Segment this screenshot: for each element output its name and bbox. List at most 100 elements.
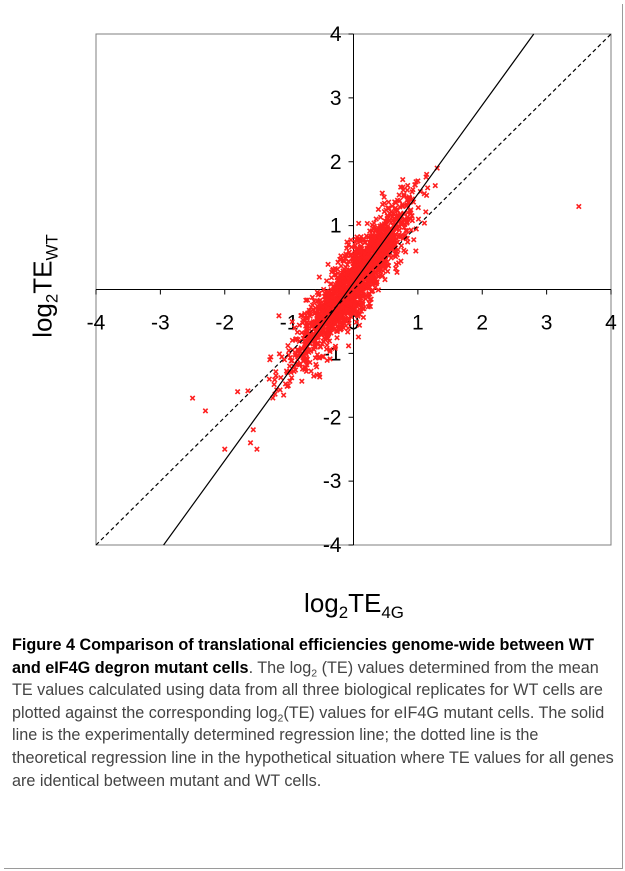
data-point: [330, 289, 337, 296]
y-tick-label: -2: [323, 406, 342, 429]
data-point: [377, 261, 384, 267]
data-point: [412, 182, 418, 188]
data-point: [369, 228, 376, 234]
figure-caption: Figure 4 Comparison of translational eff…: [12, 634, 614, 792]
data-point: [325, 326, 331, 333]
data-point: [362, 254, 369, 261]
data-point: [384, 213, 391, 219]
data-point: [332, 320, 338, 326]
data-point: [350, 262, 357, 269]
data-point: [312, 344, 319, 350]
data-point: [296, 322, 303, 328]
data-point: [363, 267, 370, 274]
data-point: [281, 356, 288, 363]
data-point: [379, 232, 386, 238]
data-point: [287, 378, 293, 384]
data-point: [424, 185, 431, 191]
data-point: [317, 343, 323, 350]
data-point: [327, 348, 333, 355]
data-point: [405, 209, 411, 216]
data-point: [311, 298, 317, 304]
data-point: [254, 446, 260, 452]
data-point: [394, 269, 400, 276]
data-point: [347, 307, 354, 313]
data-point: [355, 220, 362, 227]
data-point: [308, 368, 314, 374]
data-point: [358, 263, 365, 270]
data-point: [408, 227, 414, 233]
data-point: [333, 328, 340, 334]
data-point: [306, 307, 313, 314]
data-point: [314, 303, 321, 309]
data-point: [189, 395, 196, 401]
data-point: [323, 297, 329, 303]
data-point: [380, 226, 387, 232]
data-point: [327, 356, 333, 362]
data-point: [344, 239, 350, 245]
data-point: [303, 368, 310, 375]
data-point: [348, 237, 354, 243]
data-point: [330, 313, 337, 320]
data-point: [379, 252, 385, 258]
data-point: [352, 242, 359, 249]
data-point: [368, 246, 375, 252]
caption-body: . The log2 (TE) values determined from t…: [12, 658, 614, 790]
data-point: [250, 427, 257, 433]
data-point: [335, 306, 342, 313]
data-point: [349, 255, 356, 261]
data-point: [324, 342, 330, 348]
theoretical-regression-line: [95, 33, 612, 546]
data-point: [338, 253, 344, 259]
data-point: [345, 242, 352, 248]
data-point: [400, 184, 406, 190]
data-point: [382, 243, 389, 250]
data-point: [245, 388, 251, 394]
data-point: [352, 250, 358, 256]
data-point: [405, 195, 411, 202]
data-point: [392, 265, 399, 272]
data-point: [303, 320, 310, 326]
data-point: [300, 335, 307, 342]
data-point: [401, 191, 407, 198]
data-point: [324, 297, 330, 303]
data-point: [349, 272, 355, 279]
data-point: [393, 261, 400, 268]
data-point: [404, 220, 410, 226]
data-point: [358, 300, 365, 307]
data-point: [370, 237, 377, 243]
data-point: [361, 236, 368, 243]
data-point: [411, 236, 417, 243]
data-point: [338, 285, 344, 292]
data-point: [276, 313, 282, 319]
x-tick-label: -4: [87, 312, 106, 335]
data-point: [299, 366, 306, 372]
y-tick-label: -4: [323, 534, 342, 557]
data-point: [221, 446, 228, 452]
data-point: [345, 325, 351, 331]
data-point: [288, 374, 295, 381]
data-point: [299, 378, 305, 384]
data-point: [384, 218, 390, 224]
data-point: [288, 358, 295, 364]
data-point: [328, 274, 335, 281]
data-point: [403, 227, 409, 234]
data-point: [345, 343, 352, 349]
data-point: [307, 348, 314, 354]
data-point: [377, 214, 384, 221]
data-point: [335, 270, 341, 277]
data-point: [341, 279, 347, 285]
data-point: [324, 357, 330, 364]
data-point: [366, 291, 373, 297]
data-point: [365, 273, 372, 280]
data-point: [302, 314, 308, 321]
data-point: [277, 387, 283, 393]
data-point: [325, 331, 332, 337]
x-tick-label: -3: [151, 312, 170, 335]
x-tick-label: 2: [476, 312, 488, 335]
x-tick-label: 0: [348, 312, 360, 335]
data-point: [367, 303, 374, 310]
data-point: [360, 314, 367, 321]
data-point: [286, 363, 293, 369]
data-point: [326, 301, 333, 308]
